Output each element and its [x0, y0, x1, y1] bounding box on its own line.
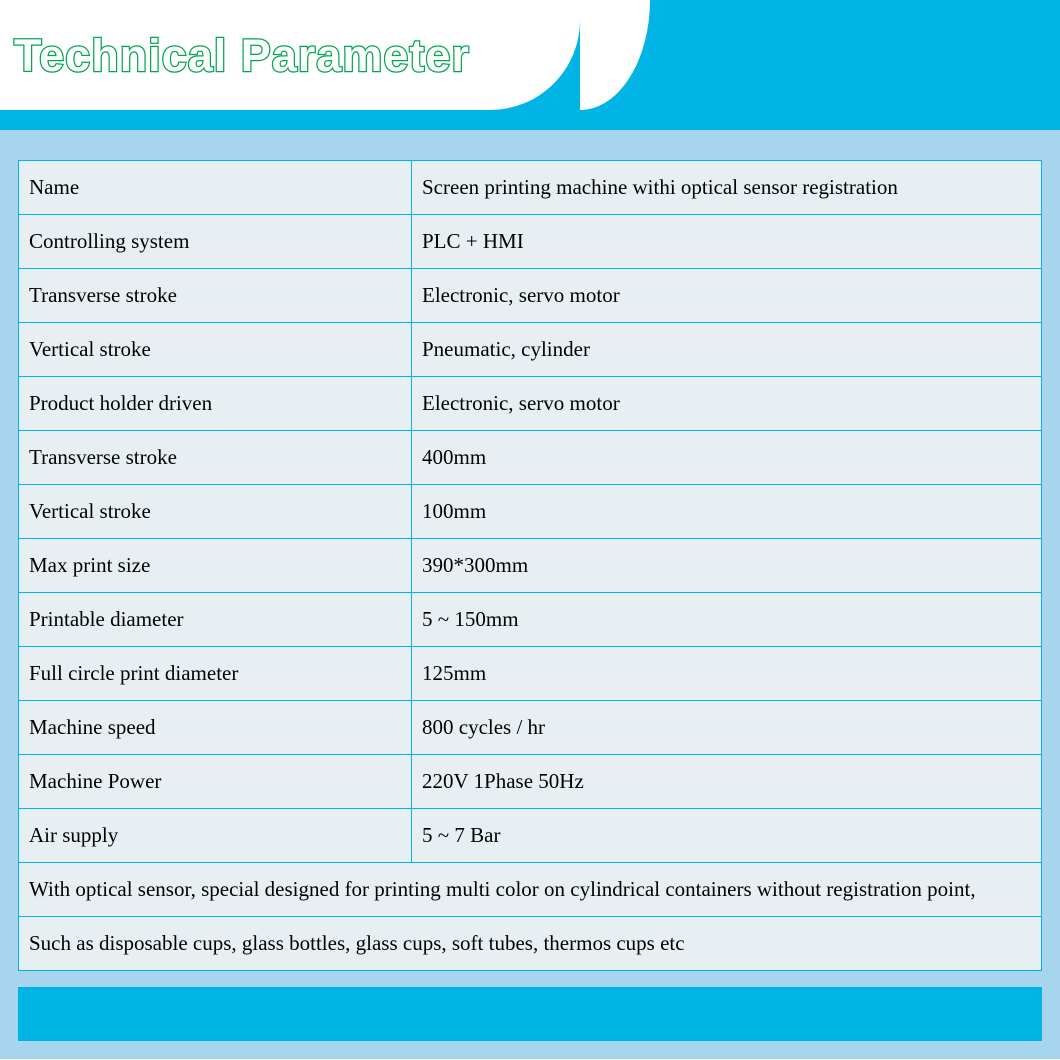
- spec-label: Transverse stroke: [19, 269, 412, 323]
- spec-label: Name: [19, 161, 412, 215]
- spec-value: Pneumatic, cylinder: [412, 323, 1042, 377]
- table-row: NameScreen printing machine withi optica…: [19, 161, 1042, 215]
- table-row: Vertical strokePneumatic, cylinder: [19, 323, 1042, 377]
- spec-value: 100mm: [412, 485, 1042, 539]
- table-row: Machine Power220V 1Phase 50Hz: [19, 755, 1042, 809]
- spec-label: Max print size: [19, 539, 412, 593]
- spec-footer-text: Such as disposable cups, glass bottles, …: [19, 917, 1042, 971]
- spec-label: Product holder driven: [19, 377, 412, 431]
- spec-value: 5 ~ 150mm: [412, 593, 1042, 647]
- spec-footer-text: With optical sensor, special designed fo…: [19, 863, 1042, 917]
- table-row: Full circle print diameter125mm: [19, 647, 1042, 701]
- table-row: Transverse strokeElectronic, servo motor: [19, 269, 1042, 323]
- spec-label: Full circle print diameter: [19, 647, 412, 701]
- spec-label: Vertical stroke: [19, 485, 412, 539]
- spec-label: Printable diameter: [19, 593, 412, 647]
- spec-value: 390*300mm: [412, 539, 1042, 593]
- bottom-band: [18, 987, 1042, 1041]
- spec-value: 5 ~ 7 Bar: [412, 809, 1042, 863]
- spec-label: Machine speed: [19, 701, 412, 755]
- spec-label: Controlling system: [19, 215, 412, 269]
- spec-value: PLC + HMI: [412, 215, 1042, 269]
- spec-value: Electronic, servo motor: [412, 377, 1042, 431]
- table-row: Max print size390*300mm: [19, 539, 1042, 593]
- spec-value: 400mm: [412, 431, 1042, 485]
- spec-value: 220V 1Phase 50Hz: [412, 755, 1042, 809]
- content-area: NameScreen printing machine withi optica…: [0, 130, 1060, 1059]
- header-band: Technical Parameter: [0, 0, 1060, 130]
- table-row: Such as disposable cups, glass bottles, …: [19, 917, 1042, 971]
- spec-table: NameScreen printing machine withi optica…: [18, 160, 1042, 971]
- table-row: Printable diameter5 ~ 150mm: [19, 593, 1042, 647]
- spec-value: Electronic, servo motor: [412, 269, 1042, 323]
- spec-label: Machine Power: [19, 755, 412, 809]
- table-row: With optical sensor, special designed fo…: [19, 863, 1042, 917]
- table-row: Product holder drivenElectronic, servo m…: [19, 377, 1042, 431]
- spec-table-body: NameScreen printing machine withi optica…: [19, 161, 1042, 971]
- page-title: Technical Parameter: [14, 30, 470, 82]
- table-row: Vertical stroke100mm: [19, 485, 1042, 539]
- spec-value: Screen printing machine withi optical se…: [412, 161, 1042, 215]
- table-row: Transverse stroke400mm: [19, 431, 1042, 485]
- spec-label: Transverse stroke: [19, 431, 412, 485]
- spec-value: 125mm: [412, 647, 1042, 701]
- spec-label: Air supply: [19, 809, 412, 863]
- table-row: Air supply5 ~ 7 Bar: [19, 809, 1042, 863]
- spec-label: Vertical stroke: [19, 323, 412, 377]
- table-row: Controlling systemPLC + HMI: [19, 215, 1042, 269]
- table-row: Machine speed800 cycles / hr: [19, 701, 1042, 755]
- spec-value: 800 cycles / hr: [412, 701, 1042, 755]
